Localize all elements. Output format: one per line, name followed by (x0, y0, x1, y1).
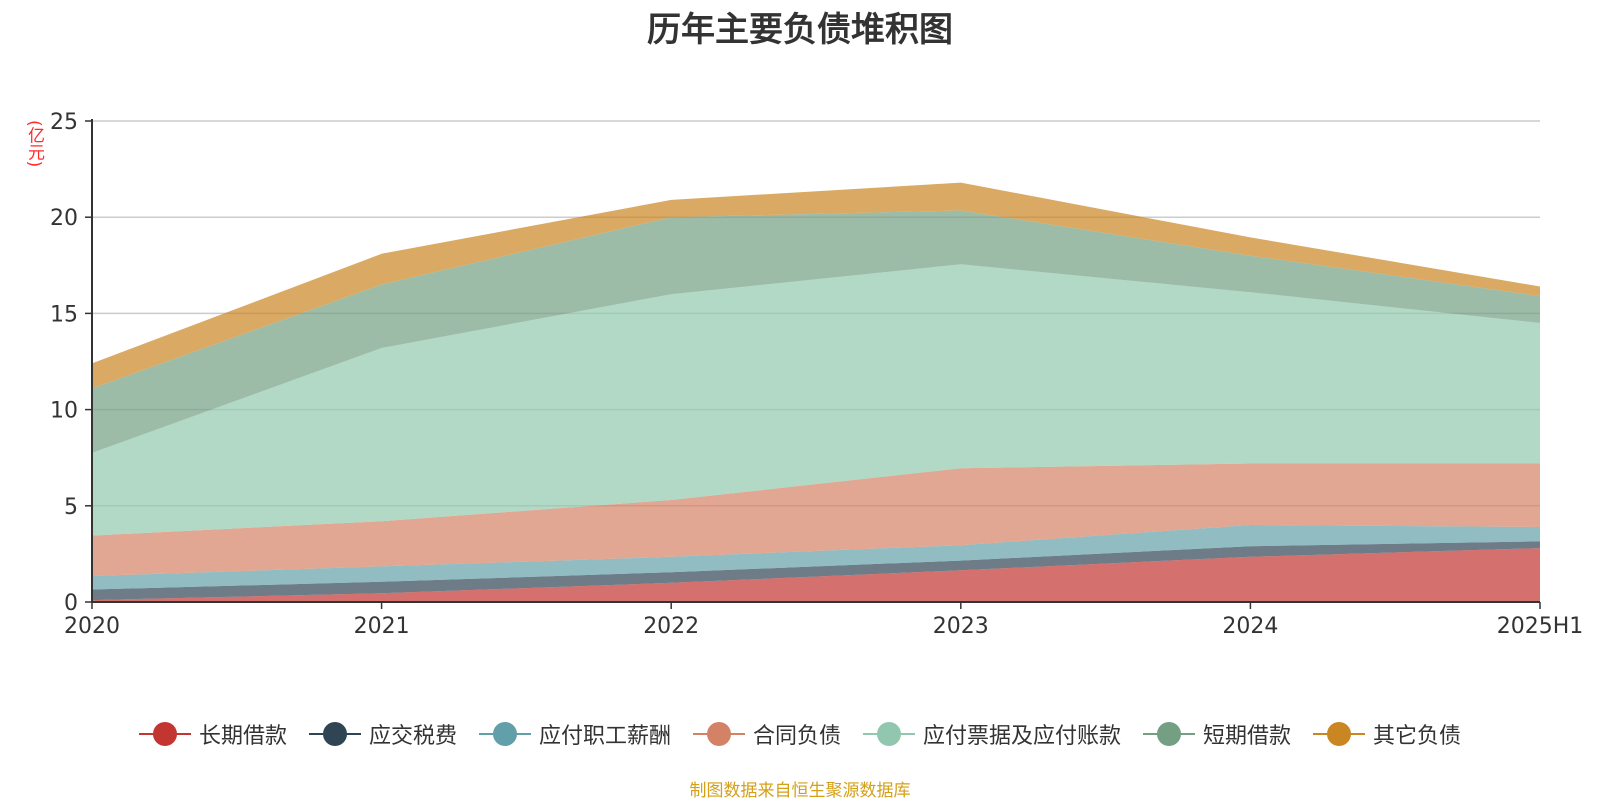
legend-label: 应交税费 (368, 724, 457, 749)
legend-marker-icon (138, 722, 191, 746)
legend-marker-icon (692, 722, 745, 746)
legend-marker-icon (1313, 722, 1366, 746)
legend: 长期借款 应交税费 应付职工薪酬 合同负债 应付票据及应付账款 短期借款 其它负债 (0, 718, 1600, 750)
legend-item[interactable]: 应付职工薪酬 (478, 718, 671, 750)
y-tick-label: 20 (50, 206, 78, 231)
legend-label: 应付票据及应付账款 (923, 724, 1122, 749)
area-series-4 (92, 463, 1540, 576)
legend-marker-icon (308, 722, 361, 746)
legend-marker-icon (1143, 722, 1196, 746)
legend-item[interactable]: 合同负债 (692, 718, 841, 750)
legend-label: 短期借款 (1203, 724, 1292, 749)
legend-label: 长期借款 (198, 724, 287, 749)
area-series-6 (92, 210, 1540, 453)
legend-item[interactable]: 短期借款 (1143, 718, 1291, 750)
area-series-5 (92, 264, 1540, 536)
legend-label: 合同负债 (752, 724, 841, 749)
area-series (92, 182, 1540, 602)
x-tick-label: 2022 (643, 614, 699, 639)
y-tick-label: 10 (50, 399, 78, 424)
chart-title: 历年主要负债堆积图 (647, 10, 953, 50)
area-series-1 (92, 548, 1540, 602)
area-series-3 (92, 525, 1540, 590)
source-note: 制图数据来自恒生聚源数据库 (689, 781, 911, 801)
area-series-7 (92, 182, 1540, 389)
x-tick-label: 2023 (933, 614, 989, 639)
legend-item[interactable]: 其它负债 (1313, 718, 1461, 750)
x-tick-label: 2025H1 (1497, 614, 1584, 639)
x-tick-label: 2020 (64, 614, 120, 639)
legend-marker-icon (478, 722, 531, 746)
y-axis-unit-label: (亿元) (24, 120, 44, 168)
legend-label: 其它负债 (1373, 724, 1462, 749)
legend-item[interactable]: 应付票据及应付账款 (863, 718, 1121, 750)
y-tick-label: 0 (64, 591, 78, 616)
area-series-2 (92, 541, 1540, 601)
y-tick-label: 15 (50, 302, 78, 327)
legend-label: 应付职工薪酬 (538, 724, 671, 749)
legend-item[interactable]: 应交税费 (308, 718, 457, 750)
axes: 0 5 10 15 20 25 2020 2021 2022 2023 2024 2025H1 (50, 110, 1583, 639)
legend-item[interactable]: 长期借款 (138, 718, 287, 750)
x-tick-label: 2024 (1222, 614, 1278, 639)
y-tick-label: 5 (64, 495, 78, 520)
y-tick-label: 25 (50, 110, 78, 135)
legend-marker-icon (863, 722, 915, 746)
x-tick-label: 2021 (354, 614, 410, 639)
